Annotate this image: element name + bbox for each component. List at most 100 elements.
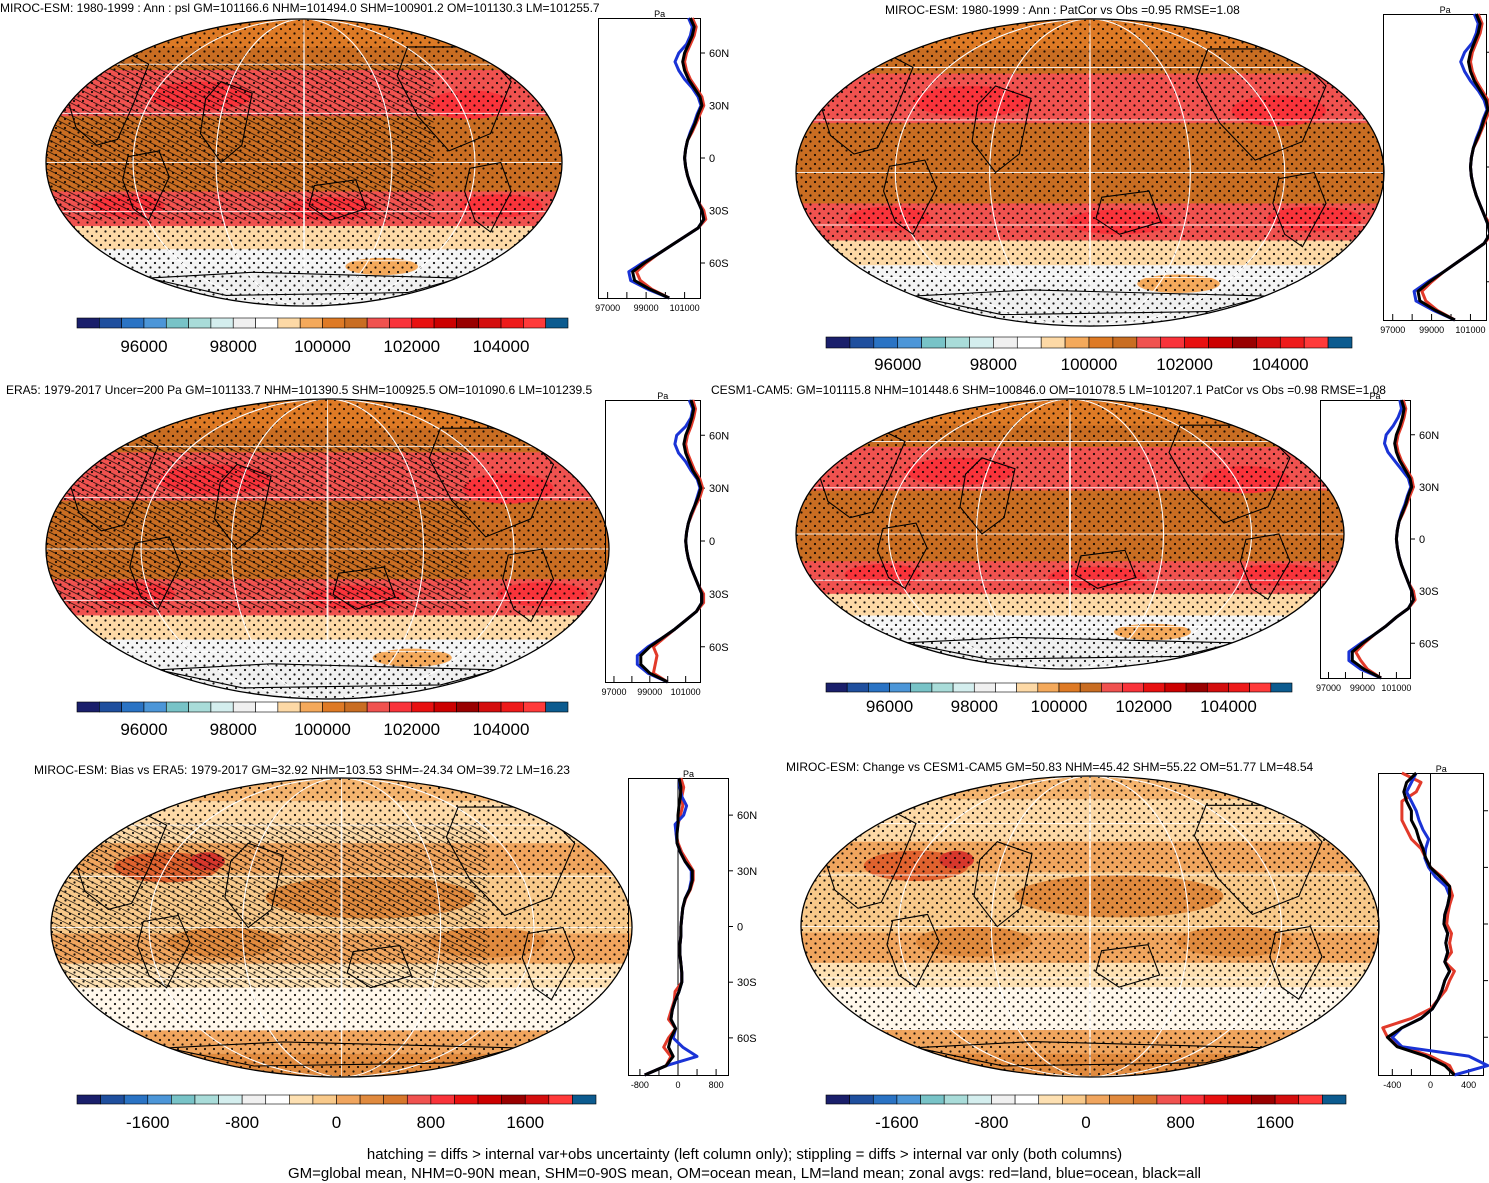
zonal-mean-plot-2: Pa 97000 99000 101000 [1380,5,1489,335]
colorbar-swatch [1062,1094,1087,1105]
coastline [136,914,191,989]
panel-title: MIROC-ESM: 1980-1999 : Ann : psl GM=1011… [0,1,600,15]
map-panel-2 [795,18,1385,327]
colorbar-swatch [1132,1094,1158,1105]
colorbar-swatch [1058,682,1081,693]
map-panel-5 [50,777,633,1078]
lat-tick-label: 0 [1419,534,1425,546]
colorbar-label: 98000 [210,337,257,356]
zonal-x-tick-label: 0 [675,1080,680,1090]
zonal-x-tick-label: 97000 [1316,683,1341,693]
lat-tick-label: 30S [737,977,757,989]
colorbar-swatch [1156,1094,1181,1105]
footer-caption: hatching = diffs > internal var+obs unce… [0,1145,1489,1183]
colorbar-swatch [336,1094,361,1105]
lat-tick-label: 30N [737,866,757,878]
coastline [464,161,512,233]
colorbar-swatch [1274,1094,1300,1105]
coastline [502,548,555,623]
colorbar-label: 100000 [294,337,351,356]
zonal-unit-label: Pa [1370,391,1381,401]
colorbar-swatch [322,701,346,713]
colorbar-label: 104000 [1252,355,1309,374]
zonal-x-tick-label: 101000 [1455,325,1485,335]
zonal-x-tick-label: 0 [1428,1080,1433,1090]
colorbar-swatch [1256,336,1281,349]
colorbar-swatch [143,701,167,713]
zonal-unit-label: Pa [683,769,694,779]
colorbar-swatch [366,317,390,329]
graticule-meridian [1089,775,1091,1077]
coastline [129,536,182,611]
colorbar-swatch [477,1094,502,1105]
zonal-mean-plot-4: Pa 60N 30N 0 30S 60S 97000 99000 101000 [1316,391,1439,693]
colorbar-swatch [500,701,524,713]
colorbar-swatch [995,682,1017,693]
colorbar-swatch [344,701,368,713]
hatching [46,443,469,610]
lat-tick-label: 60N [1419,430,1439,442]
colorbar-swatch [430,1094,455,1105]
colorbar-swatch [910,682,933,693]
lat-tick-label: 30S [709,589,729,601]
map-border [45,18,563,307]
colorbar-swatch [359,1094,384,1105]
map-border [45,398,610,700]
zonal-x-tick-label: 97000 [595,303,620,313]
colorbar-swatch [967,1094,992,1105]
colorbar-swatch [545,317,569,329]
colorbar-label: 98000 [951,697,998,716]
colorbar-label: 100000 [294,720,351,739]
colorbar-label: 102000 [1115,697,1172,716]
colorbar-swatch [825,1094,850,1105]
colorbar-1: 96000 98000 100000 102000 104000 [76,317,569,356]
zonal-x-tick-label: 99000 [637,687,662,697]
lat-tick-label: 60S [709,642,729,654]
zonal-series-all [639,399,704,684]
colorbar-swatch [1064,336,1090,349]
colorbar-swatch [232,701,256,713]
colorbar-swatch [121,317,145,329]
colorbar-label: -1600 [126,1113,169,1132]
colorbar-swatch [188,701,212,713]
colorbar-swatch [433,317,457,329]
colorbar-swatch [210,701,234,713]
colorbar-swatch [478,701,502,713]
zonal-series-all [1416,13,1489,322]
zonal-series-ocean [627,17,706,300]
colorbar-swatch [411,701,435,713]
colorbar-6: -1600 -800 0 800 1600 [825,1094,1347,1132]
colorbar-swatch [1016,336,1042,349]
colorbar-swatch [456,317,480,329]
colorbar-swatch [945,336,970,349]
colorbar-5: -1600 -800 0 800 1600 [76,1094,597,1132]
hatching [51,822,488,988]
colorbar-swatch [411,317,435,329]
zonal-series-land [1420,13,1489,322]
coastline [213,463,272,550]
colorbar-swatch [241,1094,267,1105]
colorbar-swatch [1251,1094,1276,1105]
lat-tick-label: 30S [1419,586,1439,598]
colorbar-2: 96000 98000 100000 102000 104000 [825,336,1353,374]
coastline [1074,549,1137,589]
zonal-mean-plot-6: Pa -400 0 400 [1378,764,1489,1090]
zonal-series-land [1381,771,1456,1076]
coastline [122,150,170,222]
colorbar-label: 102000 [1156,355,1213,374]
colorbar-label: -800 [974,1113,1008,1132]
graticule-meridian [340,777,343,1078]
colorbar-swatch [825,336,851,349]
colorbar-swatch [1228,682,1250,693]
colorbar-swatch [1249,682,1272,693]
map-panel-4 [795,398,1345,670]
graticule-meridian [976,399,1164,669]
zonal-x-tick-label: 99000 [634,303,659,313]
colorbar-label: 0 [1081,1113,1090,1132]
colorbar-label: 1600 [1256,1113,1294,1132]
lat-tick-label: 60S [737,1033,757,1045]
zonal-x-tick-label: 97000 [601,687,626,697]
colorbar-swatch [1160,336,1185,349]
panel-title: ERA5: 1979-2017 Uncer=200 Pa GM=101133.7… [6,383,593,397]
colorbar-swatch [501,1094,526,1105]
